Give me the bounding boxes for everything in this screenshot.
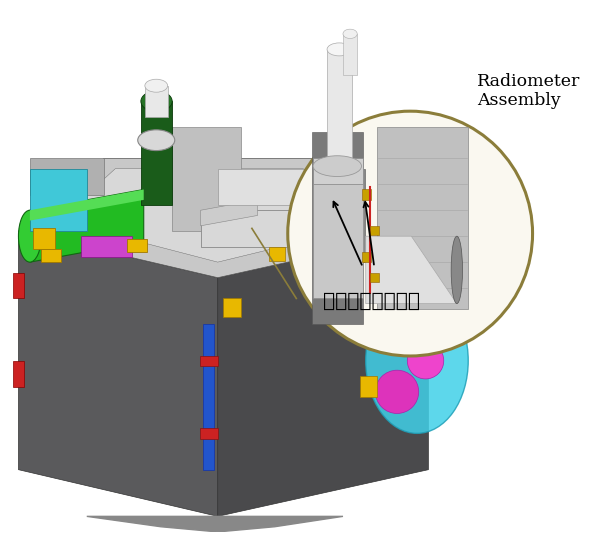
Polygon shape bbox=[218, 231, 428, 516]
Bar bbox=[417, 241, 433, 256]
Bar bbox=[200, 355, 218, 366]
Polygon shape bbox=[327, 50, 352, 169]
Bar bbox=[203, 324, 213, 470]
Polygon shape bbox=[389, 179, 446, 236]
Polygon shape bbox=[30, 190, 144, 221]
Ellipse shape bbox=[19, 210, 41, 262]
Polygon shape bbox=[201, 200, 258, 226]
Polygon shape bbox=[343, 34, 357, 75]
Ellipse shape bbox=[336, 210, 350, 246]
Polygon shape bbox=[30, 190, 144, 262]
Circle shape bbox=[288, 111, 533, 356]
Polygon shape bbox=[201, 210, 343, 246]
Polygon shape bbox=[312, 132, 363, 324]
Polygon shape bbox=[59, 169, 389, 262]
Bar bbox=[362, 252, 371, 262]
Polygon shape bbox=[81, 236, 132, 257]
Bar bbox=[320, 231, 336, 245]
Polygon shape bbox=[313, 159, 363, 184]
Bar bbox=[41, 249, 61, 262]
Polygon shape bbox=[218, 169, 332, 205]
Polygon shape bbox=[332, 159, 417, 236]
Polygon shape bbox=[145, 86, 167, 117]
Bar bbox=[13, 361, 24, 386]
Bar bbox=[269, 246, 285, 261]
Bar bbox=[127, 239, 147, 252]
Text: Radiometer
Assembly: Radiometer Assembly bbox=[477, 72, 580, 110]
Ellipse shape bbox=[141, 91, 172, 112]
Bar bbox=[13, 272, 24, 299]
Bar bbox=[360, 376, 377, 397]
Text: 탑재체지지구조물: 탑재체지지구조물 bbox=[323, 292, 420, 311]
Circle shape bbox=[367, 300, 415, 348]
Bar bbox=[224, 299, 240, 317]
Bar bbox=[362, 190, 371, 200]
Ellipse shape bbox=[366, 288, 468, 433]
Bar bbox=[370, 272, 379, 282]
Circle shape bbox=[407, 342, 444, 379]
Ellipse shape bbox=[145, 79, 167, 92]
Bar bbox=[370, 226, 379, 235]
Polygon shape bbox=[87, 516, 343, 532]
Ellipse shape bbox=[327, 43, 352, 56]
Bar bbox=[33, 228, 56, 249]
Ellipse shape bbox=[451, 236, 462, 304]
Ellipse shape bbox=[343, 29, 357, 39]
Polygon shape bbox=[30, 159, 104, 195]
Bar bbox=[200, 428, 218, 439]
Polygon shape bbox=[377, 127, 468, 309]
Polygon shape bbox=[319, 169, 365, 262]
Ellipse shape bbox=[138, 130, 175, 150]
Circle shape bbox=[376, 370, 419, 414]
Polygon shape bbox=[366, 236, 457, 304]
Polygon shape bbox=[141, 101, 172, 205]
Bar bbox=[417, 205, 433, 220]
Polygon shape bbox=[19, 231, 218, 516]
Ellipse shape bbox=[325, 169, 338, 205]
Polygon shape bbox=[19, 159, 428, 278]
Polygon shape bbox=[313, 184, 363, 299]
Ellipse shape bbox=[313, 156, 361, 177]
Polygon shape bbox=[172, 127, 240, 231]
Polygon shape bbox=[30, 169, 87, 231]
